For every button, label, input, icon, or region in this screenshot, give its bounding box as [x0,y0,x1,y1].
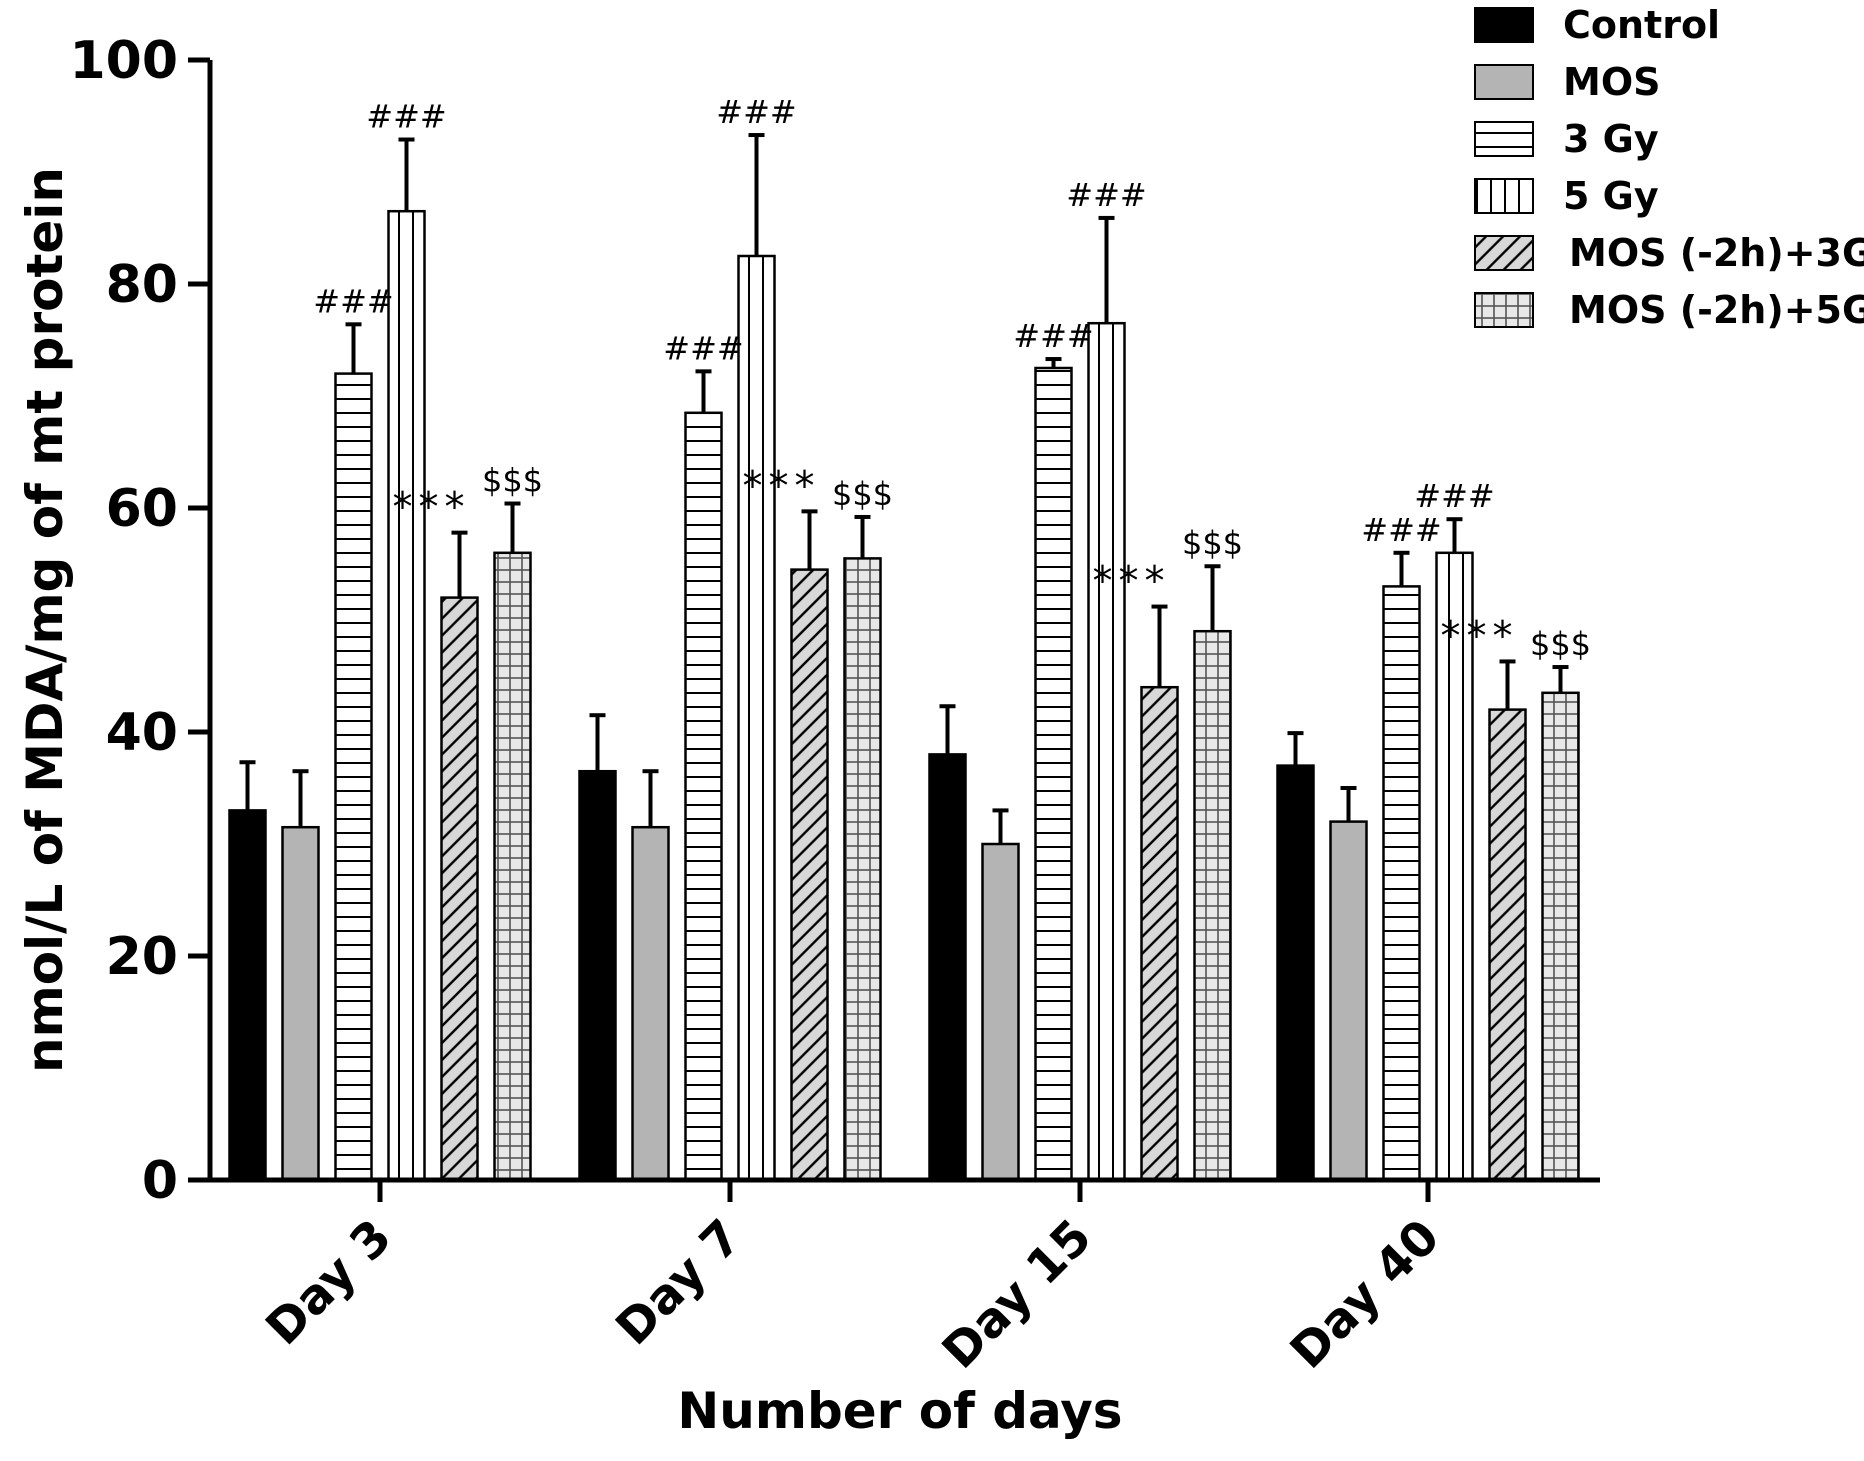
bar-mos-day-7 [631,825,670,1182]
bar-mos-2h-3gy-day-7 [790,568,829,1182]
bar-mos-day-3 [281,825,320,1182]
category-label-day-15: Day 15 [932,1209,1103,1380]
bars-layer [228,133,1580,1182]
significance-label: ### [716,93,796,131]
significance-label: *** [1441,613,1519,659]
bar-control-day-15 [928,753,967,1182]
y-axis-title: nmol/L of MDA/mg of mt protein [16,167,74,1073]
bar-mos-2h-3gy-day-40 [1488,708,1527,1182]
y-tick-label: 100 [69,31,178,91]
significance-label: $$$ [832,475,893,513]
x-ticks: Day 3 Day 7 Day 15 Day 40 [255,1180,1450,1380]
significance-label: ### [313,282,393,320]
significance-label: ### [366,98,446,136]
bar-control-day-7 [578,769,617,1182]
bar-3-gy-day-40 [1382,585,1421,1182]
bar-mos-day-40 [1329,820,1368,1182]
significance-label: *** [1093,559,1171,605]
legend-label-mos-2h-3gy: MOS (-2h)+3Gy [1569,231,1864,275]
significance-label: ### [663,329,743,367]
x-axis-title: Number of days [677,1382,1122,1440]
legend-swatch-mos-2h-5gy [1474,292,1534,328]
significance-label: ### [1066,176,1146,214]
category-label-day-7: Day 7 [605,1209,752,1356]
legend-label-5-gy: 5 Gy [1563,174,1659,218]
bar-mos-2h-5gy-day-15 [1193,629,1232,1182]
legend-label-control: Control [1563,3,1720,47]
bar-3-gy-day-3 [334,372,373,1182]
bar-mos-2h-3gy-day-15 [1140,685,1179,1182]
significance-label: *** [393,485,471,531]
bar-mos-day-15 [981,842,1020,1182]
bar-5-gy-day-40 [1435,551,1474,1182]
y-tick-label: 60 [106,479,178,539]
legend-swatch-mos-2h-3gy [1474,235,1534,271]
legend-swatch-mos [1474,64,1534,100]
legend-label-mos: MOS [1563,60,1661,104]
bar-mos-2h-5gy-day-3 [493,551,532,1182]
significance-label: ### [1414,477,1494,515]
bar-5-gy-day-3 [387,209,426,1182]
significance-label: *** [743,463,821,509]
bar-control-day-3 [228,809,267,1182]
significance-label: $$$ [482,462,543,500]
legend-swatch-3-gy [1474,121,1534,157]
category-label-day-40: Day 40 [1280,1209,1451,1380]
legend-label-mos-2h-5gy: MOS (-2h)+5Gy [1569,288,1864,332]
y-ticks: 0 20 40 60 80 100 [69,31,210,1211]
category-label-day-3: Day 3 [255,1209,402,1356]
bar-mos-2h-5gy-day-7 [843,557,882,1182]
y-tick-label: 80 [106,255,178,315]
significance-label: $$$ [1530,625,1591,663]
bar-5-gy-day-7 [737,254,776,1182]
legend-swatch-5-gy [1474,178,1534,214]
y-tick-label: 40 [106,703,178,763]
bar-5-gy-day-15 [1087,321,1126,1182]
legend-swatch-control [1474,7,1534,43]
bar-mos-2h-3gy-day-3 [440,596,479,1182]
bar-mos-2h-5gy-day-40 [1541,691,1580,1182]
legend: Control MOS 3 Gy 5 Gy MOS (-2h)+3Gy MOS (-2h)… [1474,3,1864,332]
significance-label: ### [1013,317,1093,355]
significance-label: ### [1361,511,1441,549]
y-tick-label: 20 [106,927,178,987]
bar-control-day-40 [1276,764,1315,1182]
significance-label: $$$ [1182,524,1243,562]
legend-label-3-gy: 3 Gy [1563,117,1659,161]
y-tick-label: 0 [142,1151,178,1211]
annotations-layer: ######***$$$######*** $$$######***$$$ ####… [313,93,1591,663]
bar-3-gy-day-15 [1034,366,1073,1182]
bar-3-gy-day-7 [684,411,723,1182]
